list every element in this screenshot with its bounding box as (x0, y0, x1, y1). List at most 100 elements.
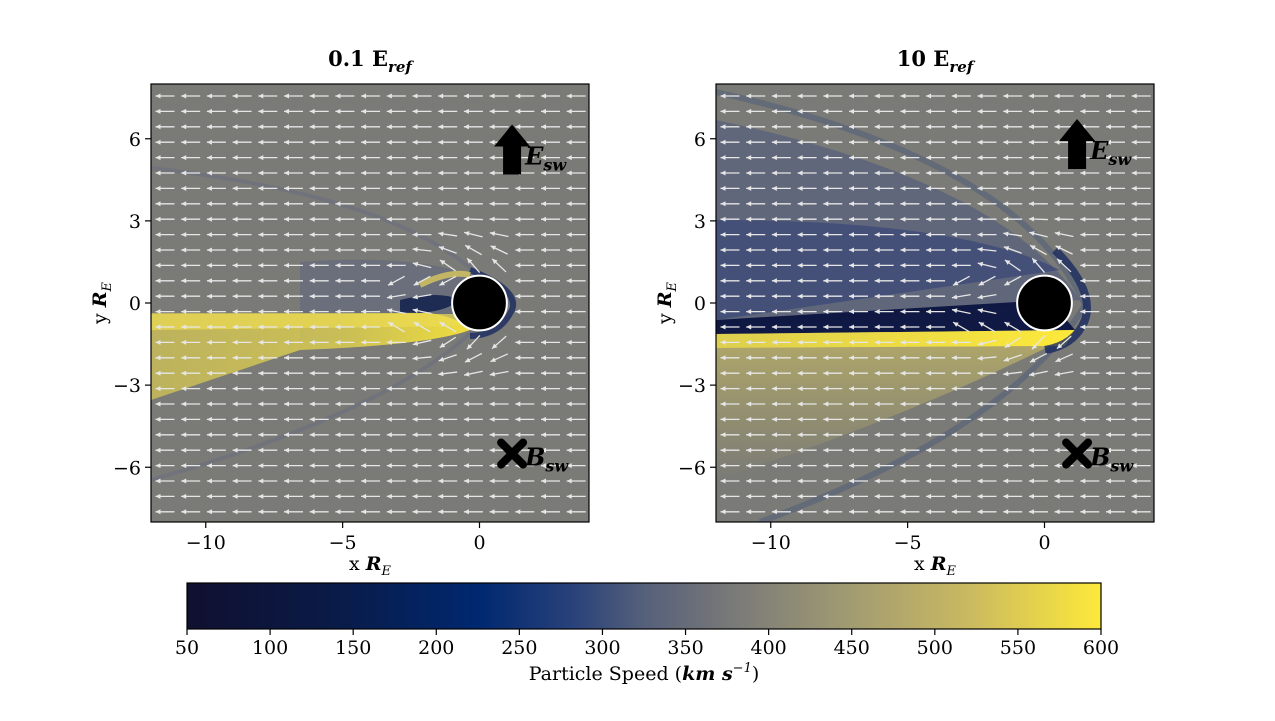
velocity-arrow-head (155, 447, 161, 453)
velocity-arrow-head (566, 463, 572, 469)
y-tick-label: 0 (129, 293, 141, 315)
velocity-arrow-head (566, 155, 572, 161)
velocity-arrow-head (463, 185, 469, 191)
velocity-arrow-head (439, 322, 446, 327)
velocity-arrow-head (258, 93, 264, 99)
velocity-arrow-head (361, 493, 367, 499)
velocity-arrow-head (258, 185, 264, 191)
velocity-arrow-head (155, 401, 161, 407)
velocity-arrow-head (232, 155, 238, 161)
velocity-arrow-head (386, 386, 392, 392)
b-field-cross-icon (497, 438, 528, 469)
velocity-arrow-head (181, 386, 187, 392)
velocity-arrow-head (206, 463, 212, 469)
panel-right-annotations: Esw Bsw (1059, 118, 1134, 476)
velocity-arrow-head (797, 124, 803, 130)
velocity-arrow-head (1054, 155, 1060, 161)
velocity-arrow-head (1131, 278, 1137, 284)
velocity-arrow-head (1080, 432, 1086, 438)
velocity-arrow-head (489, 216, 495, 222)
velocity-arrow-head (309, 124, 315, 130)
velocity-arrow-head (977, 386, 983, 392)
velocity-arrow-head (1029, 371, 1035, 377)
velocity-arrow-head (720, 370, 726, 376)
velocity-arrow-head (181, 447, 187, 453)
velocity-arrow-head (566, 401, 572, 407)
velocity-arrow-head (361, 339, 367, 345)
velocity-arrow-head (309, 447, 315, 453)
velocity-arrow-head (771, 185, 777, 191)
velocity-arrow-head (1003, 401, 1009, 407)
velocity-arrow-head (361, 401, 367, 407)
velocity-arrow-head (1003, 509, 1009, 515)
velocity-arrow-head (1080, 478, 1086, 484)
velocity-arrow-head (1004, 322, 1011, 327)
velocity-arrow-head (926, 509, 932, 515)
velocity-arrow-head (1080, 339, 1086, 345)
velocity-arrow-head (284, 309, 289, 315)
velocity-arrow-head (489, 155, 495, 161)
velocity-arrow-head (720, 124, 726, 130)
velocity-arrow-head (361, 309, 367, 315)
velocity-arrow-head (515, 216, 521, 222)
velocity-arrow-head (309, 416, 315, 422)
velocity-arrow-head (720, 401, 726, 407)
velocity-arrow-head (515, 293, 521, 299)
velocity-arrow-head (232, 108, 238, 114)
colorbar-gradient (186, 582, 1102, 630)
velocity-arrow-head (797, 339, 803, 345)
velocity-arrow-head (284, 386, 289, 392)
velocity-arrow-head (155, 108, 161, 114)
velocity-arrow-head (155, 93, 161, 99)
velocity-arrow-head (335, 386, 341, 392)
velocity-arrow-head (438, 386, 444, 392)
velocity-arrow-head (438, 493, 444, 499)
velocity-arrow-head (849, 447, 854, 453)
velocity-arrow-head (232, 124, 238, 130)
velocity-arrow-head (284, 93, 289, 99)
velocity-arrow-head (438, 246, 445, 251)
panel-left-annotations: Esw Bsw (494, 124, 569, 476)
velocity-arrow-head (463, 401, 469, 407)
velocity-arrow-head (206, 309, 212, 315)
velocity-arrow-head (926, 155, 932, 161)
x-tick-label: 0 (1038, 532, 1050, 554)
velocity-arrow-head (335, 201, 341, 207)
velocity-arrow-head (309, 509, 315, 515)
velocity-arrow-head (1054, 185, 1060, 191)
b-field-label: Bsw (1089, 443, 1134, 476)
y-tick-label: −6 (678, 457, 706, 479)
velocity-arrow-head (900, 293, 906, 299)
velocity-arrow-head (284, 262, 289, 268)
velocity-arrow-head (541, 509, 546, 515)
velocity-arrow-head (463, 93, 469, 99)
velocity-arrow-head (823, 155, 829, 161)
velocity-arrow-head (258, 386, 264, 392)
velocity-arrow-head (309, 155, 315, 161)
velocity-arrow-head (1106, 278, 1111, 284)
velocity-arrow-head (900, 386, 906, 392)
velocity-arrow-head (412, 247, 418, 253)
velocity-arrow-head (309, 478, 315, 484)
velocity-arrow-head (541, 124, 546, 130)
velocity-arrow-head (412, 155, 418, 161)
velocity-arrow-head (1054, 447, 1060, 453)
velocity-arrow-head (566, 416, 572, 422)
velocity-arrow-head (926, 278, 932, 284)
velocity-arrow-head (412, 340, 419, 346)
velocity-arrow-head (309, 185, 315, 191)
velocity-arrow-head (720, 493, 726, 499)
velocity-arrow-head (206, 216, 212, 222)
velocity-arrow-head (720, 108, 726, 114)
velocity-arrow-head (951, 247, 957, 253)
velocity-arrow-head (951, 386, 957, 392)
velocity-arrow-head (284, 447, 289, 453)
velocity-arrow-head (849, 170, 854, 176)
velocity-arrow-head (823, 278, 829, 284)
velocity-arrow-head (1080, 324, 1086, 330)
velocity-arrow-head (926, 201, 932, 207)
velocity-arrow-head (309, 170, 315, 176)
velocity-arrow-head (489, 108, 495, 114)
velocity-arrow-head (1131, 370, 1137, 376)
velocity-arrow-head (874, 232, 880, 238)
